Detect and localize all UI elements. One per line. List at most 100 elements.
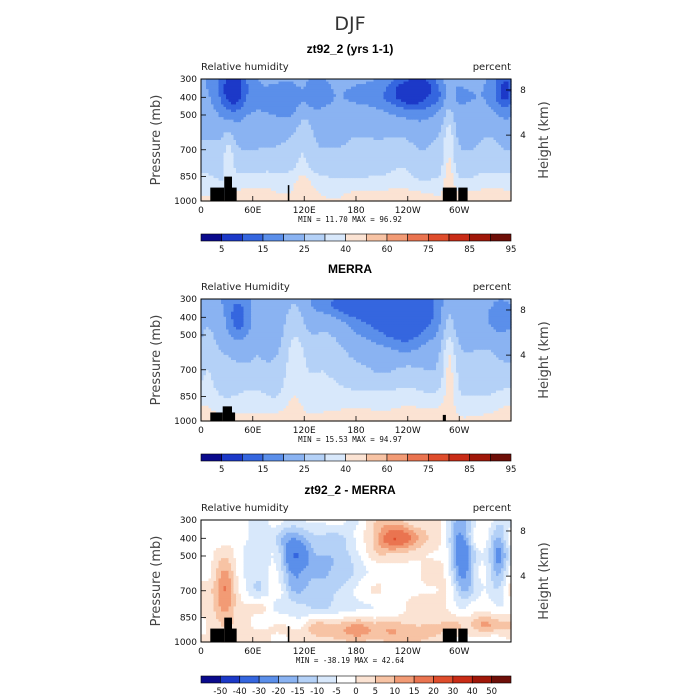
contour-cell xyxy=(453,104,457,108)
contour-cell xyxy=(401,150,405,154)
contour-cell xyxy=(216,160,220,164)
contour-cell xyxy=(488,79,492,83)
contour-cell xyxy=(236,109,240,113)
contour-cell xyxy=(463,157,467,161)
contour-cell xyxy=(403,117,407,121)
contour-cell xyxy=(416,101,420,106)
contour-cell xyxy=(301,160,305,164)
contour-cell xyxy=(428,106,432,111)
contour-cell xyxy=(243,180,247,184)
contour-cell xyxy=(258,101,262,106)
contour-cell xyxy=(201,104,205,108)
contour-cell xyxy=(333,99,337,103)
contour-cell xyxy=(418,91,422,95)
contour-cell xyxy=(441,157,445,161)
contour-cell xyxy=(378,134,382,139)
contour-cell xyxy=(503,99,507,103)
contour-cell xyxy=(433,167,437,172)
contour-cell xyxy=(416,127,420,131)
contour-cell xyxy=(416,170,420,174)
contour-cell xyxy=(408,117,412,121)
contour-cell xyxy=(438,150,442,154)
contour-cell xyxy=(483,101,487,106)
contour-cell xyxy=(268,122,272,126)
contour-cell xyxy=(413,160,417,164)
contour-cell xyxy=(248,86,252,90)
contour-cell xyxy=(301,94,305,98)
contour-cell xyxy=(491,178,495,182)
contour-cell xyxy=(426,152,430,156)
contour-cell xyxy=(328,99,332,103)
contour-cell xyxy=(331,117,335,121)
contour-cell xyxy=(326,91,330,95)
contour-cell xyxy=(296,94,300,98)
contour-cell xyxy=(286,127,290,131)
contour-cell xyxy=(336,175,340,179)
contour-cell xyxy=(436,145,440,149)
contour-cell xyxy=(431,114,435,118)
contour-cell xyxy=(461,84,465,88)
contour-cell xyxy=(278,101,282,106)
contour-cell xyxy=(503,137,507,141)
contour-cell xyxy=(393,134,397,139)
contour-cell xyxy=(506,84,510,88)
contour-cell xyxy=(416,137,420,141)
contour-cell xyxy=(273,99,277,103)
contour-cell xyxy=(506,155,510,159)
contour-cell xyxy=(433,99,437,103)
contour-cell xyxy=(243,122,247,126)
contour-cell xyxy=(271,152,275,156)
contour-cell xyxy=(471,167,475,172)
contour-cell xyxy=(503,89,507,93)
contour-cell xyxy=(373,96,377,100)
contour-cell xyxy=(241,96,245,100)
contour-cell xyxy=(386,114,390,118)
contour-cell xyxy=(493,124,497,128)
contour-cell xyxy=(373,106,377,111)
contour-cell xyxy=(438,132,442,136)
contour-cell xyxy=(388,122,392,126)
contour-cell xyxy=(391,112,395,116)
contour-cell xyxy=(381,175,385,179)
contour-cell xyxy=(466,142,470,146)
contour-cell xyxy=(341,119,345,123)
contour-cell xyxy=(318,124,322,128)
contour-cell xyxy=(251,173,255,177)
contour-cell xyxy=(248,178,252,182)
contour-cell xyxy=(453,81,457,85)
contour-cell xyxy=(431,155,435,159)
contour-cell xyxy=(226,119,230,123)
contour-cell xyxy=(363,145,367,149)
contour-cell xyxy=(468,109,472,113)
contour-cell xyxy=(226,157,230,161)
contour-cell xyxy=(358,155,362,159)
contour-cell xyxy=(476,114,480,118)
contour-cell xyxy=(396,119,400,123)
contour-cell xyxy=(238,114,242,118)
contour-cell xyxy=(411,160,415,164)
contour-cell xyxy=(468,142,472,146)
contour-cell xyxy=(386,145,390,149)
contour-cell xyxy=(331,101,335,106)
contour-cell xyxy=(366,134,370,139)
contour-cell xyxy=(348,94,352,98)
contour-cell xyxy=(241,134,245,139)
contour-cell xyxy=(338,147,342,151)
contour-cell xyxy=(343,134,347,139)
contour-cell xyxy=(266,155,270,159)
contour-cell xyxy=(263,167,267,172)
contour-cell xyxy=(353,178,357,182)
contour-cell xyxy=(203,101,207,106)
contour-cell xyxy=(278,155,282,159)
contour-cell xyxy=(206,137,210,141)
contour-cell xyxy=(486,81,490,85)
contour-cell xyxy=(483,91,487,95)
contour-cell xyxy=(261,94,265,98)
contour-cell xyxy=(381,132,385,136)
contour-cell xyxy=(211,104,215,108)
contour-cell xyxy=(493,129,497,133)
contour-cell xyxy=(341,173,345,177)
contour-cell xyxy=(451,155,455,159)
contour-cell xyxy=(381,84,385,88)
contour-cell xyxy=(371,152,375,156)
